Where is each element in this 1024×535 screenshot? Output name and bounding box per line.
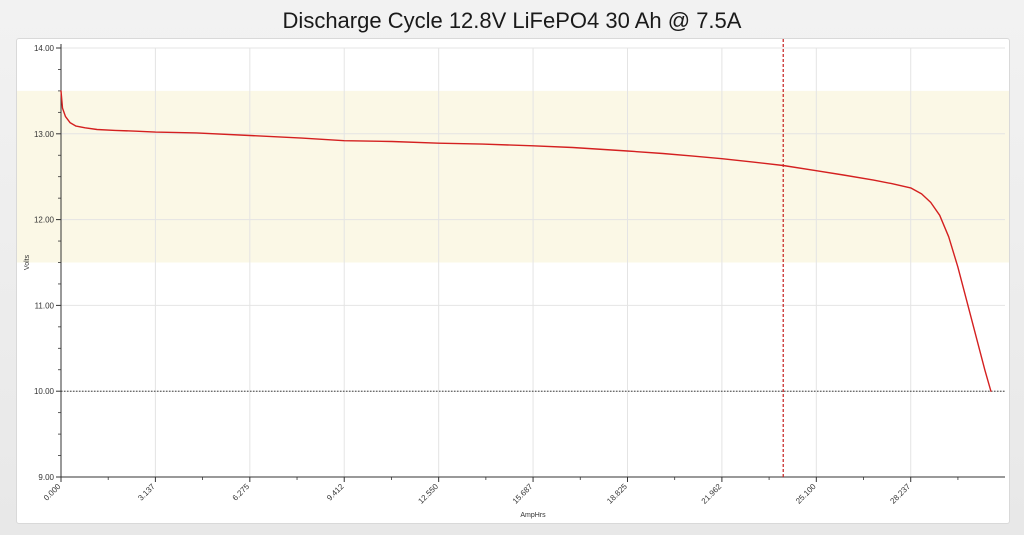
y-tick-label: 11.00 xyxy=(35,301,55,310)
x-tick-label: 28.237 xyxy=(888,482,912,506)
x-tick-label: 25.100 xyxy=(794,482,818,506)
y-axis-label: Volts xyxy=(24,254,31,270)
discharge-curve xyxy=(60,90,992,392)
x-tick-label: 6.275 xyxy=(231,482,252,503)
y-tick-label: 13.00 xyxy=(34,130,55,139)
highlight-band xyxy=(17,90,1009,263)
x-tick-label: 0.000 xyxy=(42,482,63,503)
x-tick-label: 15.687 xyxy=(511,482,535,506)
x-tick-label: 3.137 xyxy=(136,482,157,503)
discharge-chart: 9.00 10.00 11.00 12.00 13.00 14.00 0.000 3.137 6… xyxy=(17,39,1009,519)
x-axis-label: AmpHrs xyxy=(520,512,546,519)
x-tick-label: 21.962 xyxy=(700,482,724,506)
y-tick-label: 9.00 xyxy=(38,473,54,482)
y-tick-label: 14.00 xyxy=(34,44,55,53)
x-tick-label: 9.412 xyxy=(325,482,346,503)
x-tick-label: 12.550 xyxy=(416,482,440,506)
x-tick-label: 18.825 xyxy=(605,482,629,506)
y-tick-label: 10.00 xyxy=(34,387,55,396)
chart-title: Discharge Cycle 12.8V LiFePO4 30 Ah @ 7.… xyxy=(282,8,742,33)
chart-panel: 9.00 10.00 11.00 12.00 13.00 14.00 0.000 3.137 6… xyxy=(16,38,1010,524)
y-tick-label: 12.00 xyxy=(34,216,55,225)
